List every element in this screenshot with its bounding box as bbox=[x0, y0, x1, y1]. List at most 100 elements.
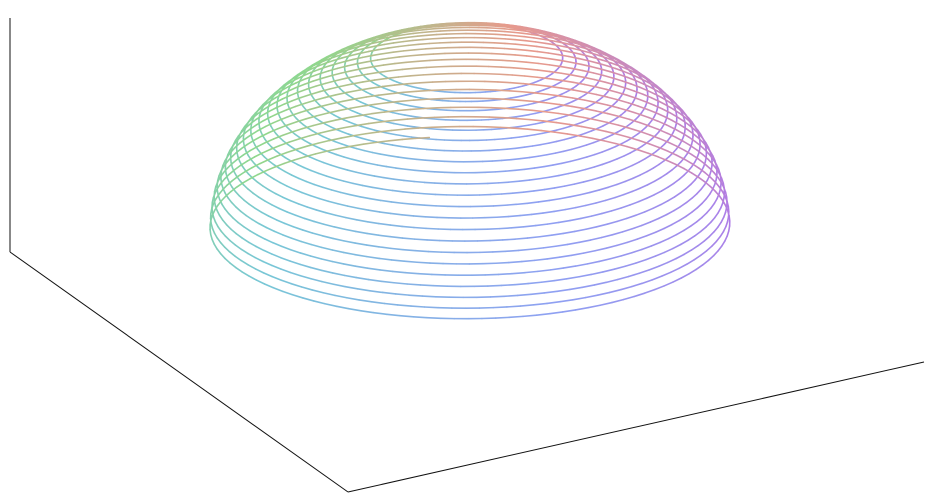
spiral-segment bbox=[213, 243, 218, 250]
spiral-segment bbox=[414, 27, 425, 30]
spiral-segment bbox=[355, 122, 370, 127]
spiral-segment bbox=[331, 126, 345, 131]
spiral-segment bbox=[316, 58, 324, 64]
spiral-segment bbox=[658, 261, 669, 268]
spiral-segment bbox=[254, 108, 261, 115]
spiral-segment bbox=[354, 253, 368, 258]
spiral-segment bbox=[211, 196, 215, 204]
spiral-segment bbox=[299, 274, 312, 280]
spiral-segment bbox=[558, 103, 573, 108]
spiral-segment bbox=[367, 278, 382, 283]
spiral-segment bbox=[278, 136, 284, 142]
spiral-segment bbox=[602, 59, 612, 64]
spiral-segment bbox=[519, 156, 531, 160]
spiral-segment bbox=[370, 301, 386, 305]
spiral-segment bbox=[390, 91, 405, 95]
spiral-segment bbox=[589, 52, 600, 57]
spiral-segment bbox=[234, 266, 243, 273]
spiral-segment bbox=[251, 113, 259, 119]
spiral-segment bbox=[346, 44, 355, 48]
spiral-segment bbox=[338, 166, 349, 171]
spiral-segment bbox=[594, 247, 608, 252]
spiral-segment bbox=[568, 123, 583, 128]
spiral-segment bbox=[264, 121, 275, 128]
spiral-segment bbox=[346, 169, 358, 174]
spiral-segment bbox=[568, 55, 580, 60]
spiral-segment bbox=[377, 47, 389, 51]
spiral-segment bbox=[270, 91, 277, 98]
spiral-segment bbox=[343, 119, 351, 123]
spiral-segment bbox=[551, 106, 559, 110]
spiral-segment bbox=[311, 232, 324, 237]
spiral-segment bbox=[606, 64, 617, 70]
spiral-segment bbox=[334, 140, 343, 145]
spiral-segment bbox=[345, 75, 358, 80]
spiral-segment bbox=[344, 285, 359, 290]
spiral-segment bbox=[571, 67, 584, 72]
spiral-segment bbox=[213, 204, 219, 212]
spiral-segment bbox=[332, 237, 345, 242]
spiral-segment bbox=[522, 190, 535, 193]
spiral-segment bbox=[498, 73, 514, 76]
spiral-segment bbox=[389, 68, 404, 72]
spiral-segment bbox=[427, 138, 437, 141]
spiral-segment bbox=[696, 129, 702, 136]
spiral-segment bbox=[658, 137, 670, 144]
spiral-segment bbox=[514, 146, 526, 150]
spiral-segment bbox=[493, 23, 503, 26]
spiral-segment bbox=[659, 200, 669, 206]
spiral-segment bbox=[257, 196, 266, 202]
spiral-segment bbox=[386, 100, 402, 104]
spiral-segment bbox=[504, 30, 515, 34]
spiral-segment bbox=[597, 54, 608, 59]
spiral-segment bbox=[237, 221, 245, 228]
spiral-segment bbox=[345, 296, 360, 301]
spiral-segment bbox=[703, 181, 712, 188]
spiral-segment bbox=[230, 152, 237, 159]
spiral-segment bbox=[263, 238, 274, 244]
spiral-segment bbox=[302, 297, 315, 302]
spiral-segment bbox=[605, 88, 618, 94]
spiral-segment bbox=[279, 84, 286, 90]
spiral-segment bbox=[409, 107, 425, 111]
spiral-segment bbox=[693, 128, 700, 135]
spiral-segment bbox=[330, 164, 341, 169]
spiral-segment bbox=[237, 171, 246, 177]
spiral-segment bbox=[492, 250, 507, 253]
spiral-segment bbox=[293, 156, 306, 161]
spiral-segment bbox=[270, 264, 282, 270]
spiral-segment bbox=[283, 159, 296, 165]
spiral-segment bbox=[216, 199, 223, 207]
spiral-segment bbox=[524, 68, 539, 71]
spiral-segment bbox=[293, 188, 303, 194]
spiral-segment bbox=[489, 193, 503, 196]
axes-frame bbox=[9, 18, 925, 493]
spiral-segment bbox=[724, 235, 728, 242]
spiral-segment bbox=[625, 63, 633, 69]
spiral-segment bbox=[584, 294, 599, 299]
spiral-segment bbox=[643, 288, 656, 294]
spiral-segment bbox=[216, 189, 219, 196]
spiral-segment bbox=[320, 258, 334, 263]
spiral-segment bbox=[638, 130, 651, 136]
spiral-segment bbox=[355, 219, 369, 223]
spiral-segment bbox=[701, 259, 710, 266]
spiral-segment bbox=[597, 62, 608, 67]
spiral-segment bbox=[406, 117, 422, 120]
spiral-segment bbox=[423, 306, 439, 309]
spiral-segment bbox=[321, 186, 333, 191]
spiral-segment bbox=[388, 138, 404, 142]
spiral-segment bbox=[262, 185, 270, 191]
spiral-segment bbox=[398, 54, 412, 58]
spiral-segment bbox=[297, 70, 304, 76]
spiral-segment bbox=[289, 271, 302, 277]
spiral-segment bbox=[564, 206, 577, 211]
spiral-segment bbox=[543, 187, 556, 191]
spiral-segment bbox=[607, 183, 618, 189]
spiral-segment bbox=[302, 75, 313, 81]
spiral-segment bbox=[354, 230, 368, 235]
spiral-segment bbox=[712, 158, 718, 166]
spiral-segment bbox=[267, 142, 273, 148]
spiral-segment bbox=[574, 263, 589, 267]
